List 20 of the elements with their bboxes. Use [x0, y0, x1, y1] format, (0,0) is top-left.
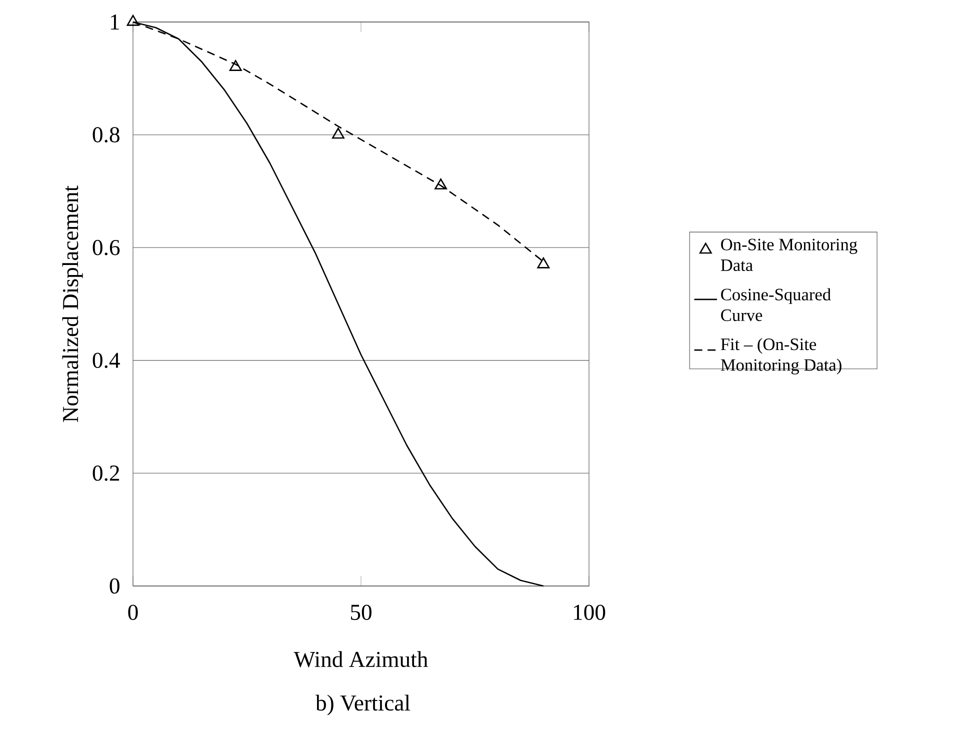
y-tick-label: 0: [110, 578, 120, 594]
point: [434, 178, 448, 190]
x-axis-title: Wind Azimuth: [294, 651, 428, 668]
point: [332, 128, 344, 139]
point: [537, 257, 550, 268]
text: b) Vertical: [315, 694, 410, 716]
y-tick-label: 1: [110, 14, 119, 30]
x-tick-label: 100: [574, 604, 606, 620]
point: [229, 60, 242, 71]
legend-label: Cosine-Squared Curve: [721, 288, 831, 322]
y-tick-label: 0.4: [92, 352, 120, 368]
y-tick-label: 0.8: [92, 127, 120, 142]
legend-label: On-Site Monitoring Data: [720, 238, 858, 272]
x-tick-label: 0: [128, 604, 138, 620]
point: [126, 14, 140, 26]
x-tick-label: 50: [350, 604, 372, 620]
legend-label: Fit – (On-Site Monitoring Data): [720, 338, 842, 374]
y-tick-label: 0.6: [92, 240, 120, 256]
y-axis-title: Normalized Displacement: [62, 185, 83, 422]
y-tick-label: 0.2: [92, 465, 120, 481]
